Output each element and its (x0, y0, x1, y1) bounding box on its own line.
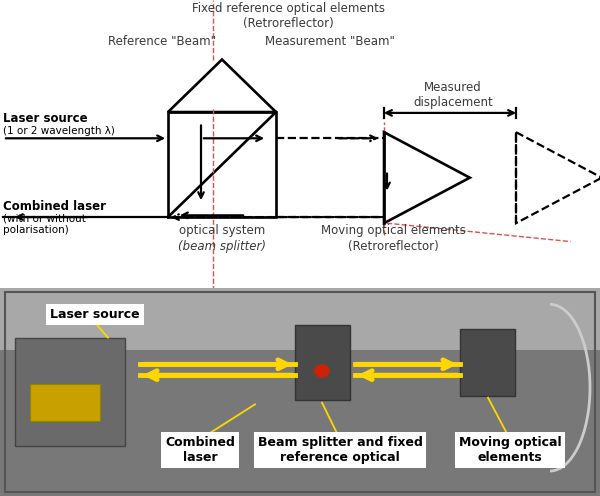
Text: (Retroreflector): (Retroreflector) (347, 240, 439, 253)
Text: Combined
laser: Combined laser (165, 436, 235, 464)
Text: Combined laser: Combined laser (3, 199, 106, 213)
Bar (15, 338, 125, 446)
Bar (0, 288, 600, 350)
Bar (295, 325, 350, 400)
Circle shape (314, 365, 330, 377)
Text: Reference "Beam": Reference "Beam" (108, 35, 216, 48)
Text: Measurement "Beam": Measurement "Beam" (265, 35, 395, 48)
Bar (460, 329, 515, 396)
Bar (168, 112, 276, 217)
Text: (with or without
polarisation): (with or without polarisation) (3, 214, 86, 235)
Text: optical system: optical system (179, 224, 265, 237)
Text: (1 or 2 wavelength λ): (1 or 2 wavelength λ) (3, 126, 115, 136)
Text: Laser source: Laser source (3, 112, 88, 125)
Text: Moving optical elements: Moving optical elements (320, 224, 466, 237)
Text: Laser source: Laser source (50, 308, 140, 321)
Text: Moving optical
elements: Moving optical elements (458, 436, 562, 464)
Text: Beam splitter and fixed
reference optical: Beam splitter and fixed reference optica… (257, 436, 422, 464)
Text: Fixed reference optical elements
(Retroreflector): Fixed reference optical elements (Retror… (191, 2, 385, 30)
Bar (30, 383, 100, 421)
Bar (0, 350, 600, 496)
Text: Measured
displacement: Measured displacement (413, 80, 493, 109)
Text: (beam splitter): (beam splitter) (178, 240, 266, 253)
